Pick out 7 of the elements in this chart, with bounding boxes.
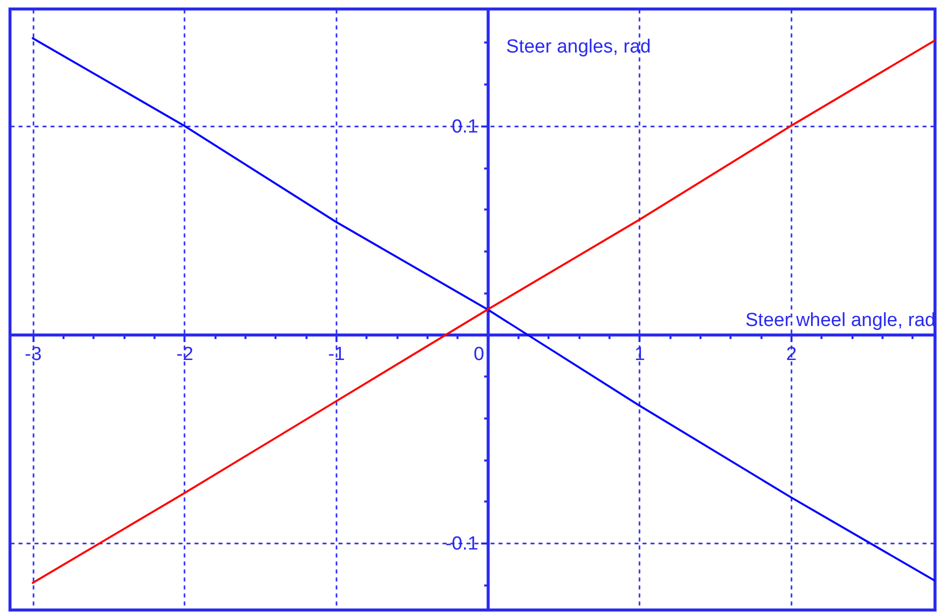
- y-tick-label: -0.1: [445, 534, 478, 555]
- y-axis-title: Steer angles, rad: [506, 36, 651, 58]
- x-tick-label: -3: [24, 344, 42, 366]
- x-tick-label: -1: [328, 344, 345, 366]
- y-tick-label: 0.1: [452, 116, 478, 138]
- x-tick-label: -2: [176, 344, 194, 366]
- x-tick-label: 0: [474, 344, 484, 366]
